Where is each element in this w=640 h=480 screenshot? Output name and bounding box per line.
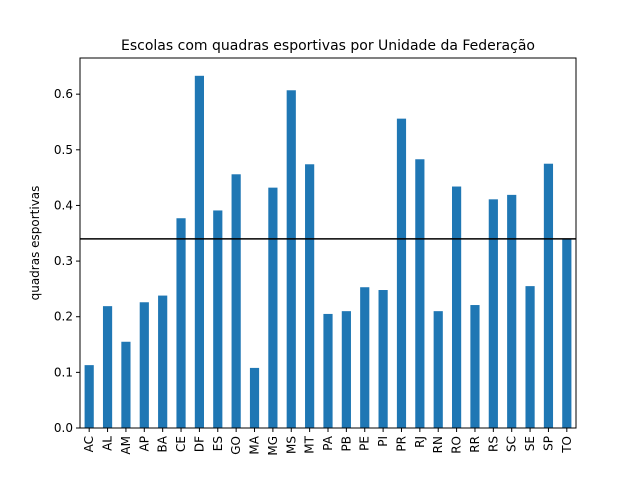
x-tick-label: RR — [468, 436, 482, 453]
plot-frame — [79, 57, 577, 429]
x-tick-label: RS — [486, 436, 500, 452]
x-tick-label: SE — [523, 436, 537, 451]
bar-es — [213, 210, 223, 428]
x-tick-label: MG — [266, 436, 280, 456]
x-tick-label: PR — [394, 436, 408, 452]
chart-title: Escolas com quadras esportivas por Unida… — [121, 38, 535, 54]
y-tick-label: 0.6 — [54, 87, 73, 101]
y-tick-label: 0.5 — [54, 143, 73, 157]
bar-pi — [378, 290, 388, 428]
x-tick-label: MT — [303, 435, 317, 453]
bar-ms — [286, 90, 296, 428]
x-tick-label: PB — [339, 436, 353, 451]
x-tick-label: AP — [137, 436, 151, 451]
x-tick-label: RN — [431, 436, 445, 453]
bar-pb — [341, 311, 351, 428]
y-ticks-group: 0.0 0.1 0.2 0.3 0.4 0.5 0.6 — [54, 87, 80, 435]
bar-ap — [139, 302, 149, 428]
x-tick-label: DF — [192, 436, 206, 452]
x-ticks-group: AC AL AM AP BA CE DF ES GO MA MG MS MT PA PB PE PI PR RJ RN… — [82, 428, 574, 456]
x-tick-label: AC — [82, 436, 96, 452]
y-axis-label: quadras esportivas — [28, 186, 42, 301]
bars-group — [84, 75, 572, 429]
x-tick-label: ES — [211, 436, 225, 451]
bar-go — [231, 174, 241, 428]
y-tick-label: 0.1 — [54, 365, 73, 379]
y-tick-label: 0.0 — [54, 421, 73, 435]
x-tick-label: PI — [376, 436, 390, 447]
bar-sp — [543, 163, 554, 428]
y-tick-label: 0.2 — [54, 310, 73, 324]
x-tick-label: MA — [248, 435, 262, 454]
x-tick-label: GO — [229, 436, 243, 455]
bar-se — [525, 286, 535, 428]
bar-mg — [268, 187, 278, 428]
x-tick-label: TO — [560, 436, 574, 454]
x-tick-label: CE — [174, 436, 188, 452]
x-tick-label: AM — [119, 436, 133, 455]
bar-ro — [452, 186, 462, 428]
bar-df — [194, 75, 204, 429]
x-tick-label: PA — [321, 435, 335, 450]
bar-ac — [84, 365, 94, 428]
bar-rn — [433, 311, 443, 428]
x-tick-label: RO — [450, 436, 464, 454]
bar-pa — [323, 313, 333, 428]
y-tick-label: 0.3 — [54, 254, 73, 268]
bar-to — [562, 238, 572, 428]
bar-rj — [415, 159, 425, 428]
bar-pe — [360, 287, 370, 428]
x-tick-label: RJ — [413, 436, 427, 448]
y-tick-label: 0.4 — [54, 198, 73, 212]
bar-ba — [158, 295, 168, 428]
x-tick-label: PE — [358, 436, 372, 451]
x-tick-label: AL — [101, 436, 115, 451]
x-tick-label: SC — [505, 436, 519, 452]
bar-al — [102, 306, 113, 428]
x-tick-label: MS — [284, 436, 298, 454]
x-tick-label: SP — [541, 436, 555, 451]
bar-am — [121, 341, 131, 428]
x-tick-label: BA — [156, 435, 170, 452]
bar-mt — [305, 164, 315, 428]
bar-ma — [249, 367, 260, 428]
bar-rr — [470, 305, 480, 428]
bar-pr — [396, 118, 407, 429]
bar-sc — [507, 194, 517, 428]
bar-rs — [488, 199, 498, 428]
bar-ce — [176, 218, 186, 428]
